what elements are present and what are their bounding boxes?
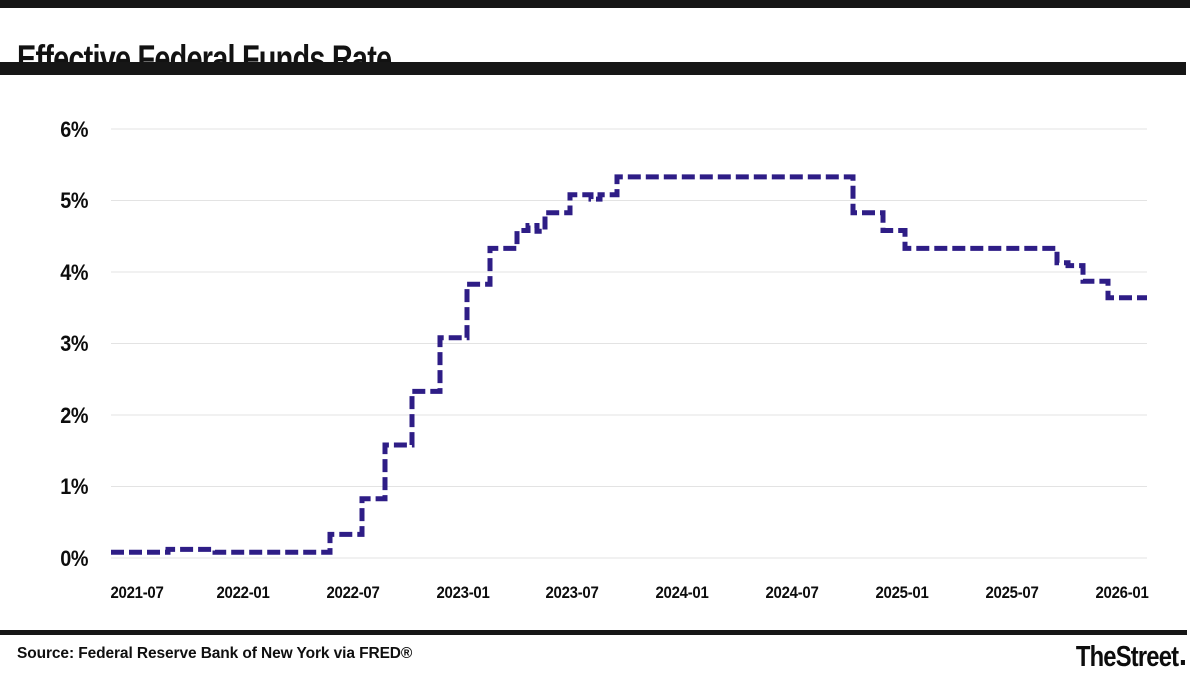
y-axis-label: 0% <box>60 546 88 571</box>
x-axis-label: 2022-01 <box>216 583 270 602</box>
y-axis-label: 4% <box>60 260 88 285</box>
x-axis-label: 2024-01 <box>655 583 709 602</box>
top-rule-bar <box>0 0 1190 8</box>
x-axis-label: 2022-07 <box>326 583 380 602</box>
x-axis-label: 2025-01 <box>875 583 929 602</box>
y-axis-label: 1% <box>60 474 88 499</box>
logo-dot <box>1180 660 1185 665</box>
x-axis-label: 2021-07 <box>110 583 164 602</box>
y-axis-label: 3% <box>60 331 88 356</box>
thestreet-logo: TheStreet <box>1076 641 1185 674</box>
y-axis-label: 6% <box>60 117 88 142</box>
x-axis-label: 2023-07 <box>545 583 599 602</box>
x-axis-label: 2025-07 <box>985 583 1039 602</box>
gridlines <box>111 128 1147 559</box>
y-axis-label: 2% <box>60 403 88 428</box>
footer-rule-bar <box>0 630 1187 635</box>
x-axis-label: 2024-07 <box>765 583 819 602</box>
effr-step-line <box>111 174 1147 555</box>
y-axis-label: 5% <box>60 188 88 213</box>
x-axis-label: 2026-01 <box>1095 583 1149 602</box>
title-underline-bar <box>0 62 1186 75</box>
x-axis-label: 2023-01 <box>436 583 490 602</box>
source-attribution: Source: Federal Reserve Bank of New York… <box>17 645 413 662</box>
